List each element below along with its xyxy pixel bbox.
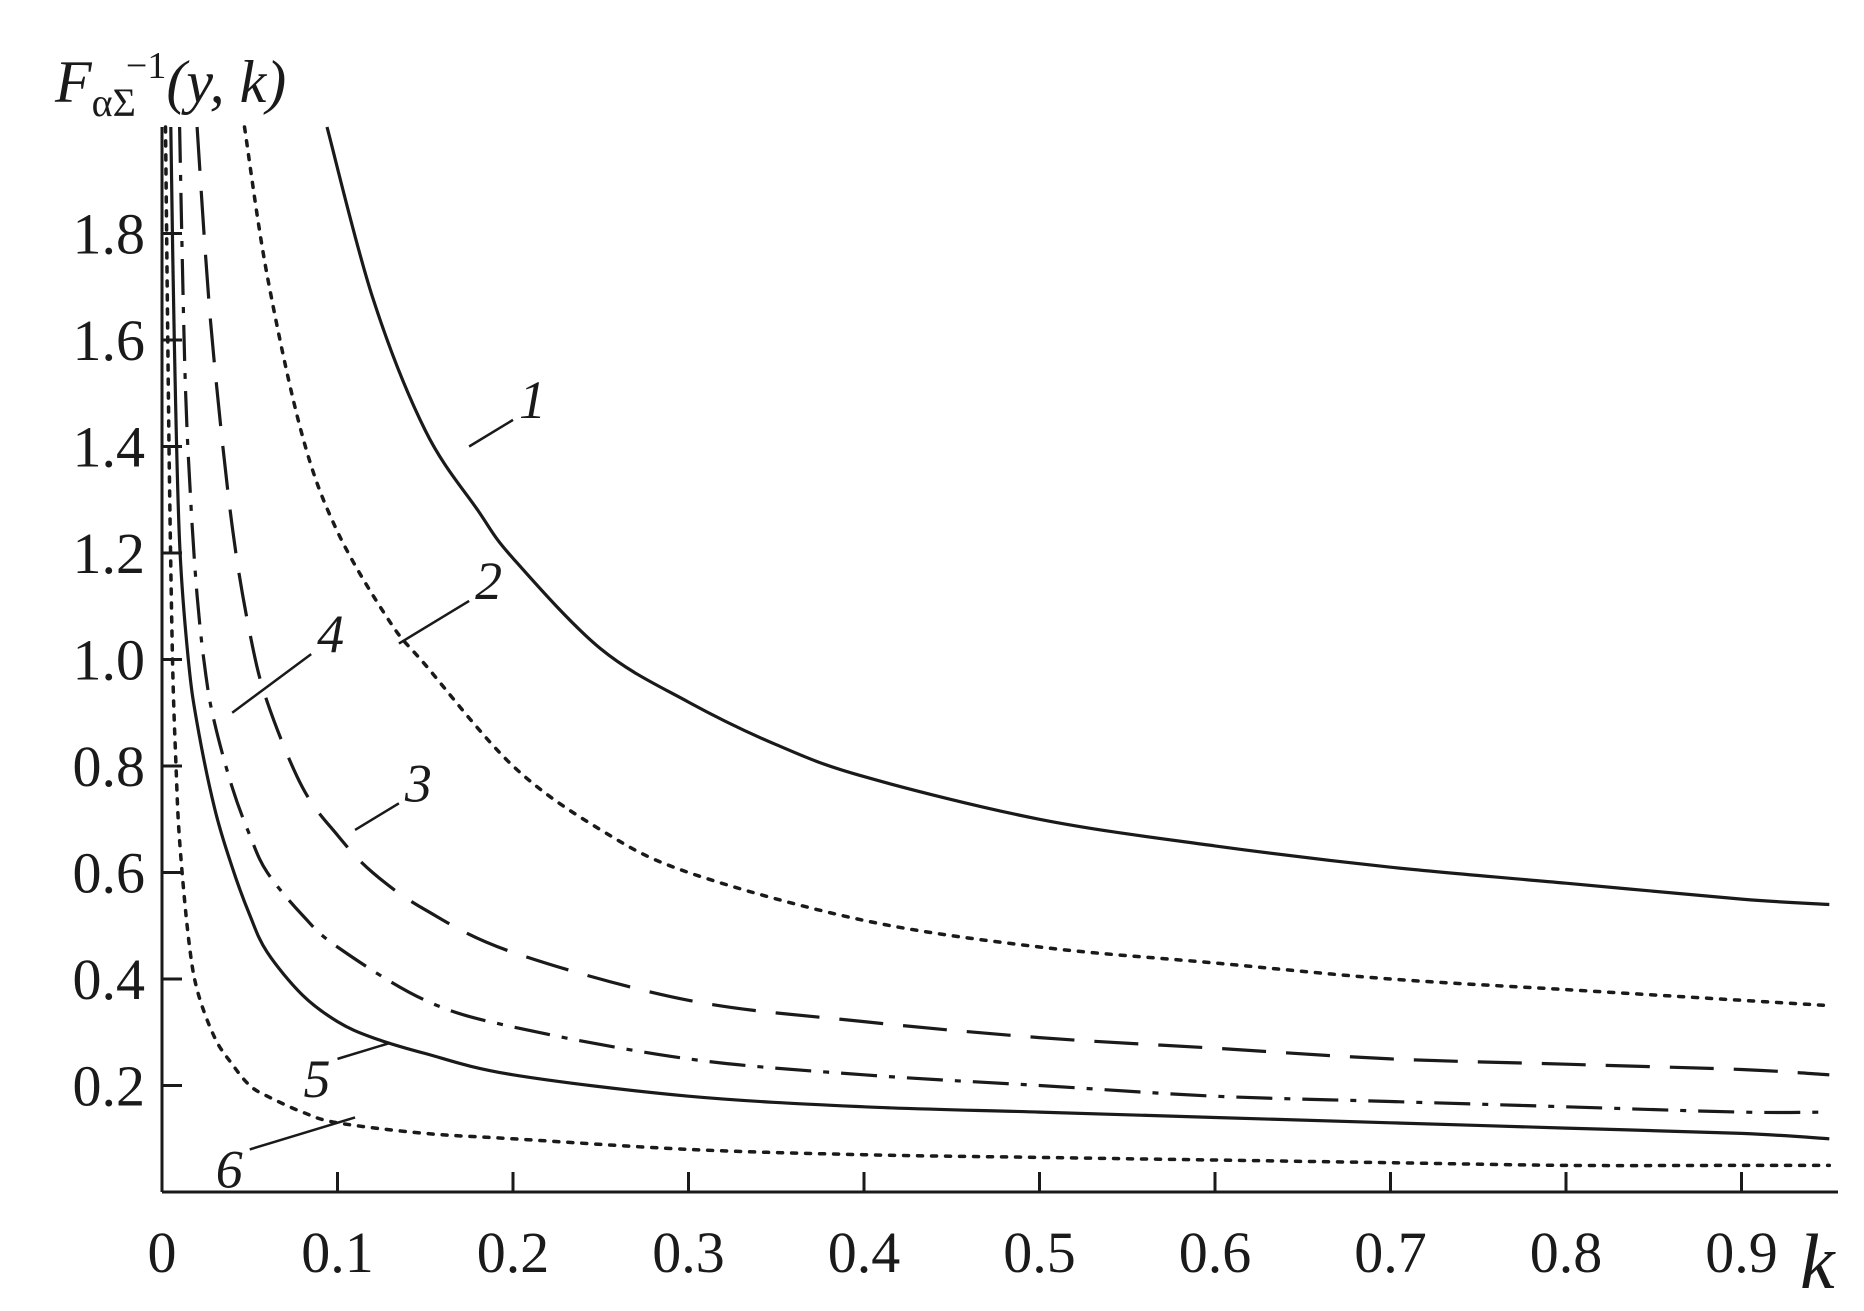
curve-label-2: 2 [475, 551, 502, 611]
y-tick-label: 1.2 [73, 521, 146, 586]
x-tick-label: 0.9 [1705, 1220, 1778, 1285]
y-tick-label: 1.6 [73, 308, 146, 373]
leader-2 [398, 599, 470, 645]
x-axis-label: k [1800, 1218, 1836, 1305]
leader-1 [468, 418, 514, 448]
y-tick-label: 0.8 [73, 734, 146, 799]
x-tick-label: 0.2 [477, 1220, 550, 1285]
y-axis-label: FαΣ−1(y, k) [54, 45, 286, 125]
y-tick-label: 0.6 [73, 841, 146, 906]
y-axis-label-sup: −1 [126, 45, 166, 87]
curves-layer [163, 125, 1832, 1168]
x-tick-label: 0.5 [1003, 1220, 1076, 1285]
curve-labels: 1 2 3 4 5 6 [216, 370, 546, 1200]
y-tick-label: 0.4 [73, 947, 146, 1012]
x-tick-label: 0.7 [1354, 1220, 1427, 1285]
leader-lines [231, 418, 514, 1151]
x-tick-label: 0.4 [828, 1220, 901, 1285]
x-tick-label: 0.1 [301, 1220, 374, 1285]
y-axis-label-args: (y, k) [166, 49, 286, 115]
curve-label-6: 6 [216, 1139, 243, 1199]
curve-3 [195, 126, 1830, 1077]
x-tick-label: 0 [148, 1220, 177, 1285]
curve-label-1: 1 [519, 370, 546, 430]
x-tick-label: 0.8 [1530, 1220, 1603, 1285]
curve-label-5: 5 [304, 1049, 331, 1109]
curve-2 [242, 125, 1832, 1008]
y-axis-label-sub: α [92, 80, 113, 125]
curve-6 [163, 125, 1832, 1168]
leader-6 [249, 1116, 356, 1151]
curve-5 [169, 126, 1830, 1141]
y-tick-label: 1.0 [73, 628, 146, 693]
x-tick-label: 0.6 [1179, 1220, 1252, 1285]
y-tick-label: 0.2 [73, 1054, 146, 1119]
curve-1 [325, 126, 1830, 907]
y-tick-label: 1.4 [73, 415, 146, 480]
axes [160, 127, 1838, 1194]
y-tick-label: 1.8 [73, 202, 146, 267]
leader-3 [354, 802, 400, 831]
curve-4 [178, 126, 1830, 1115]
y-axis-label-sub2: Σ [113, 80, 136, 125]
y-axis-label-main: F [54, 49, 93, 115]
curve-label-3: 3 [404, 753, 432, 813]
x-ticks: 0 0.1 0.2 0.3 0.4 0.5 0.6 0.7 0.8 0.9 [148, 1172, 1778, 1285]
leader-5 [337, 1041, 391, 1061]
curve-label-4: 4 [317, 604, 344, 664]
x-tick-label: 0.3 [652, 1220, 725, 1285]
y-ticks: 0.2 0.4 0.6 0.8 1.0 1.2 1.4 1.6 1.8 [73, 202, 182, 1119]
leader-4 [231, 653, 312, 714]
